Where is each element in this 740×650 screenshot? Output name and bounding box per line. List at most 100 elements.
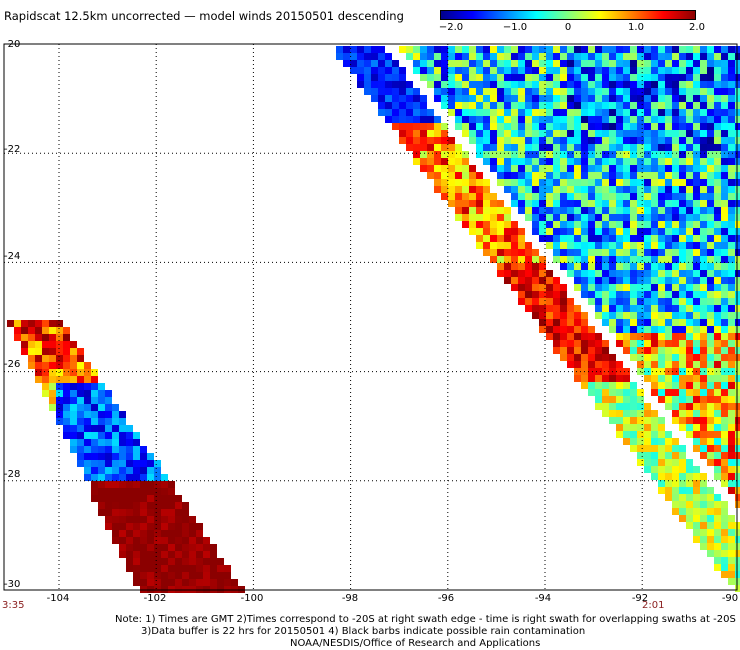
swath-cell bbox=[546, 193, 553, 200]
swath-cell bbox=[609, 410, 616, 417]
swath-cell bbox=[140, 558, 147, 565]
swath-cell bbox=[658, 60, 665, 67]
swath-cell bbox=[595, 340, 602, 347]
swath-cell bbox=[364, 74, 371, 81]
swath-cell bbox=[693, 284, 700, 291]
swath-cell bbox=[77, 397, 84, 404]
swath-cell bbox=[658, 158, 665, 165]
left-swath-time: 3:35 bbox=[2, 600, 25, 611]
swath-cell bbox=[154, 467, 161, 474]
swath-cell bbox=[420, 165, 427, 172]
swath-cell bbox=[469, 130, 476, 137]
swath-cell bbox=[637, 207, 644, 214]
swath-cell bbox=[700, 263, 707, 270]
swath-cell bbox=[679, 242, 686, 249]
swath-cell bbox=[378, 88, 385, 95]
swath-cell bbox=[728, 319, 735, 326]
swath-cell bbox=[623, 95, 630, 102]
swath-cell bbox=[721, 466, 728, 473]
swath-cell bbox=[217, 558, 224, 565]
swath-cell bbox=[623, 109, 630, 116]
swath-cell bbox=[511, 137, 518, 144]
swath-cell bbox=[490, 165, 497, 172]
swath-cell bbox=[623, 67, 630, 74]
swath-cell bbox=[182, 551, 189, 558]
swath-cell bbox=[630, 438, 637, 445]
swath-cell bbox=[70, 341, 77, 348]
swath-cell bbox=[574, 368, 581, 375]
swath-cell bbox=[679, 515, 686, 522]
swath-cell bbox=[497, 256, 504, 263]
swath-cell bbox=[469, 53, 476, 60]
swath-cell bbox=[679, 396, 686, 403]
swath-cell bbox=[567, 270, 574, 277]
swath-cell bbox=[714, 326, 721, 333]
swath-cell bbox=[91, 390, 98, 397]
swath-cell bbox=[133, 453, 140, 460]
swath-cell bbox=[644, 403, 651, 410]
swath-cell bbox=[553, 67, 560, 74]
swath-cell bbox=[518, 291, 525, 298]
swath-cell bbox=[672, 361, 679, 368]
swath-cell bbox=[525, 186, 532, 193]
swath-cell bbox=[49, 320, 56, 327]
swath-cell bbox=[154, 474, 161, 481]
swath-cell bbox=[686, 214, 693, 221]
swath-cell bbox=[539, 144, 546, 151]
swath-cell bbox=[210, 558, 217, 565]
swath-cell bbox=[567, 144, 574, 151]
swath-cell bbox=[224, 572, 231, 579]
swath-cell bbox=[371, 95, 378, 102]
swath-cell bbox=[728, 67, 735, 74]
swath-cell bbox=[602, 312, 609, 319]
swath-cell bbox=[504, 277, 511, 284]
swath-cell bbox=[728, 557, 735, 564]
swath-cell bbox=[665, 452, 672, 459]
swath-cell bbox=[497, 53, 504, 60]
swath-cell bbox=[693, 494, 700, 501]
swath-cell bbox=[175, 516, 182, 523]
swath-cell bbox=[686, 102, 693, 109]
swath-cell bbox=[595, 179, 602, 186]
swath-cell bbox=[707, 116, 714, 123]
swath-cell bbox=[84, 376, 91, 383]
swath-cell bbox=[609, 389, 616, 396]
swath-cell bbox=[721, 452, 728, 459]
swath-cell bbox=[546, 123, 553, 130]
swath-cell bbox=[665, 193, 672, 200]
swath-cell bbox=[588, 221, 595, 228]
swath-cell bbox=[504, 270, 511, 277]
swath-cell bbox=[693, 487, 700, 494]
swath-cell bbox=[721, 389, 728, 396]
swath-cell bbox=[546, 207, 553, 214]
swath-cell bbox=[686, 431, 693, 438]
swath-cell bbox=[707, 459, 714, 466]
swath-cell bbox=[721, 459, 728, 466]
colorbar-label: −2.0 bbox=[438, 22, 464, 33]
swath-cell bbox=[700, 382, 707, 389]
swath-cell bbox=[686, 116, 693, 123]
swath-cell bbox=[721, 529, 728, 536]
swath-cell bbox=[35, 320, 42, 327]
swath-cell bbox=[581, 151, 588, 158]
swath-cell bbox=[217, 579, 224, 586]
swath-cell bbox=[455, 53, 462, 60]
swath-cell bbox=[448, 186, 455, 193]
swath-cell bbox=[721, 522, 728, 529]
swath-cell bbox=[161, 558, 168, 565]
swath-cell bbox=[42, 355, 49, 362]
swath-cell bbox=[392, 60, 399, 67]
swath-cell bbox=[553, 326, 560, 333]
swath-cell bbox=[560, 200, 567, 207]
swath-cell bbox=[126, 530, 133, 537]
swath-cell bbox=[42, 362, 49, 369]
swath-cell bbox=[602, 396, 609, 403]
swath-cell bbox=[406, 130, 413, 137]
swath-cell bbox=[112, 404, 119, 411]
swath-cell bbox=[714, 235, 721, 242]
swath-cell bbox=[693, 424, 700, 431]
swath-cell bbox=[693, 242, 700, 249]
swath-cell bbox=[189, 572, 196, 579]
swath-cell bbox=[644, 53, 651, 60]
swath-cell bbox=[672, 130, 679, 137]
